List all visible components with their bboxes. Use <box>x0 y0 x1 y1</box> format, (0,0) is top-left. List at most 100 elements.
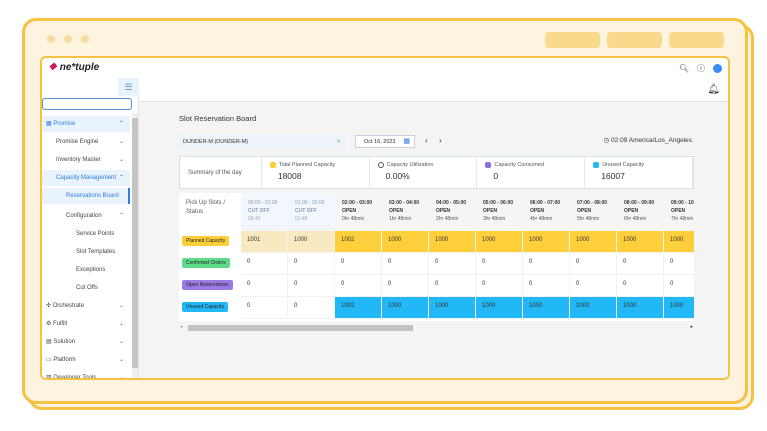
slot-remaining: 3hr 48min <box>483 216 506 222</box>
scroll-right-icon[interactable]: ▸ <box>690 324 693 330</box>
slot-header: 03:00 - 04:00 OPEN 1hr 48min <box>382 193 429 231</box>
sidebar-item-fulfill[interactable]: ⚙ Fulfill ⌄ <box>42 316 130 332</box>
table-cell: 0 <box>664 275 694 297</box>
app-window: ❖ ne*tuple 🔍︎ ⓘ ☰ ▦ Promise ⌃ Promise Engi… <box>40 56 730 380</box>
top-bar: 🔔︎ <box>139 78 728 102</box>
sidebar-item-promise-engine[interactable]: Promise Engine ⌄ <box>42 134 130 150</box>
slot-remaining: 01:45 <box>295 216 308 222</box>
table-cell: 1000 <box>664 231 694 253</box>
chevron-down-icon: ⌄ <box>118 321 124 327</box>
slot-status: OPEN <box>530 208 545 214</box>
menu-toggle-icon[interactable]: ☰ <box>118 78 139 96</box>
sidebar: ☰ ▦ Promise ⌃ Promise Engine ⌄ Inventory Mas… <box>42 78 139 380</box>
slot-header: 09:00 - 10:00 OPEN 7hr 48min <box>664 193 694 231</box>
row-label: Planned Capacity <box>182 236 230 246</box>
sidebar-item-developer-tools[interactable]: ▥ Developer Tools ⌄ <box>42 370 130 380</box>
sidebar-item-service-points[interactable]: Service Points <box>42 226 130 242</box>
slot-status: OPEN <box>342 208 357 214</box>
sidebar-item-label: Inventory Master <box>56 157 101 163</box>
sidebar-item-label: Capacity Management <box>56 175 117 181</box>
table-cell: 1000 <box>382 297 429 319</box>
avatar[interactable] <box>713 64 722 73</box>
slot-header: 06:00 - 07:00 OPEN 4hr 48min <box>523 193 570 231</box>
summary-card-label: Capacity Utilization <box>386 162 434 168</box>
table-cell: 0 <box>335 253 382 275</box>
slot-remaining: 00:45 <box>248 216 261 222</box>
table-cell: 1000 <box>664 297 694 319</box>
summary-card-value: 16007 <box>601 171 625 181</box>
chevron-down-icon: ⌄ <box>118 157 124 163</box>
table-cell: 0 <box>429 253 476 275</box>
table-cell: 0 <box>288 275 335 297</box>
search-icon[interactable]: 🔍︎ <box>678 64 689 73</box>
sidebar-item-promise[interactable]: ▦ Promise ⌃ <box>42 116 130 132</box>
row-label: Open Reservations <box>182 280 233 290</box>
bell-icon[interactable]: 🔔︎ <box>707 84 720 95</box>
clear-icon[interactable]: ✕ <box>336 139 341 145</box>
horizontal-scroll-thumb[interactable] <box>188 325 413 331</box>
table-cell: 1001 <box>241 231 288 253</box>
table-cell: 0 <box>288 253 335 275</box>
summary-card-value: 0 <box>493 171 499 181</box>
sidebar-item-label: Configuration <box>66 213 102 219</box>
sidebar-item-capacity-management[interactable]: Capacity Management ⌃ <box>42 170 130 186</box>
legend-swatch-icon <box>593 162 600 168</box>
summary-card: Capacity Consumed 0 <box>477 157 586 188</box>
sidebar-item-platform[interactable]: ▭ Platform ⌄ <box>42 352 130 368</box>
chevron-up-icon: ⌃ <box>118 213 124 219</box>
table-cell: 0 <box>617 275 664 297</box>
sidebar-item-solution[interactable]: ▤ Solution ⌄ <box>42 334 130 350</box>
sidebar-item-label: Platform <box>53 357 76 363</box>
sidebar-item-configuration[interactable]: Configuration ⌃ <box>42 208 130 224</box>
sidebar-item-reservations-board[interactable]: Reservations Board <box>42 188 130 204</box>
slot-remaining: 7hr 48min <box>671 216 694 222</box>
slot-time: 04:00 - 05:00 <box>436 200 467 206</box>
help-icon[interactable]: ⓘ <box>697 64 705 73</box>
table-cell: 1000 <box>476 231 523 253</box>
sidebar-item-inventory-master[interactable]: Inventory Master ⌄ <box>42 152 130 168</box>
calendar-icon[interactable]: ▦ <box>403 138 410 145</box>
sidebar-item-slot-templates[interactable]: Slot Templates <box>42 244 130 260</box>
table-cell: 0 <box>382 275 429 297</box>
summary-panel: Summary of the day Total Planned Capacit… <box>179 156 694 189</box>
tools-icon: ▥ <box>46 375 54 380</box>
prev-day-button[interactable]: ‹ <box>425 136 428 145</box>
summary-card-label: Unused Capacity <box>602 162 645 168</box>
slot-remaining: 6hr 48min <box>624 216 647 222</box>
table-cell: 0 <box>617 253 664 275</box>
slot-header: 00:00 - 01:00 CUT OFF 00:45 <box>241 193 288 231</box>
slot-status: OPEN <box>389 208 404 214</box>
slot-status: OPEN <box>671 208 686 214</box>
sidebar-item-exceptions[interactable]: Exceptions <box>42 262 130 278</box>
table-cell: 1000 <box>617 297 664 319</box>
slot-time: 05:00 - 06:00 <box>483 200 514 206</box>
slot-status: OPEN <box>577 208 592 214</box>
summary-card-value: 18008 <box>277 171 302 181</box>
table-cell: 0 <box>476 253 523 275</box>
sidebar-search-input[interactable] <box>42 98 132 110</box>
summary-card: Unused Capacity 16007 <box>585 157 693 188</box>
sidebar-item-label: Promise Engine <box>56 139 99 145</box>
header-icons: 🔍︎ ⓘ <box>679 63 722 74</box>
sidebar-item-orchestrate[interactable]: ✣ Orchestrate ⌄ <box>42 298 130 314</box>
window-dot <box>64 35 72 43</box>
sidebar-item-label: Solution <box>53 339 76 345</box>
row-label: Unused Capacity <box>182 302 229 312</box>
table-cell: 1000 <box>570 297 617 319</box>
next-day-button[interactable]: › <box>439 136 442 145</box>
slot-time: 02:00 - 03:00 <box>342 200 373 206</box>
table-cell: 0 <box>523 275 570 297</box>
slot-header: 04:00 - 05:00 OPEN 2hr 48min <box>429 193 476 231</box>
sidebar-item-cut-offs[interactable]: Cut Offs <box>42 280 130 296</box>
location-select[interactable]: DUNDER-M (DUNDER-M) ✕ <box>179 134 346 150</box>
date-picker[interactable]: Oct 16, 2023 ▦ <box>355 135 415 148</box>
sidebar-scroll-thumb[interactable] <box>132 118 138 368</box>
summary-card: Capacity Utilization 0.00% <box>370 157 478 188</box>
slot-remaining: 2hr 48min <box>436 216 459 222</box>
slot-time: 01:00 - 02:00 <box>295 200 325 206</box>
scroll-left-icon[interactable]: ◂ <box>180 324 183 330</box>
slot-status: CUT OFF <box>248 208 270 214</box>
horizontal-scrollbar[interactable]: ◂ ▸ <box>179 324 694 332</box>
slot-header: 07:00 - 08:00 OPEN 5hr 48min <box>570 193 617 231</box>
placeholder-tab <box>545 32 600 48</box>
